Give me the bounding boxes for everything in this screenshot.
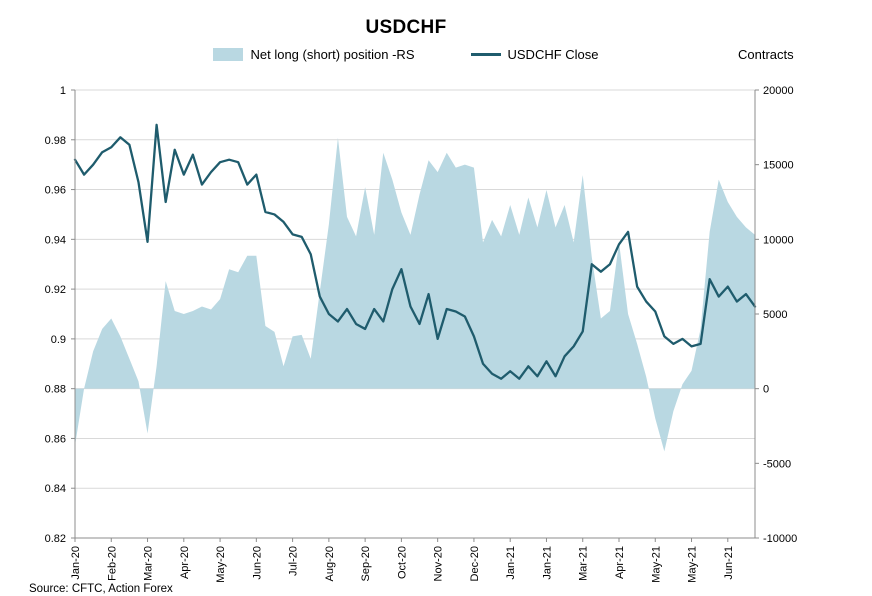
svg-text:Jan-21: Jan-21 [505, 546, 517, 580]
svg-text:Feb-20: Feb-20 [106, 546, 118, 581]
svg-text:0.98: 0.98 [45, 135, 66, 147]
svg-text:Jun-20: Jun-20 [251, 546, 263, 580]
svg-text:0.96: 0.96 [45, 185, 66, 197]
svg-text:0.86: 0.86 [45, 433, 66, 445]
line-swatch [470, 53, 501, 56]
legend-item-close: USDCHF Close [470, 47, 599, 62]
svg-text:0.9: 0.9 [51, 334, 66, 346]
svg-text:0.88: 0.88 [45, 384, 66, 396]
svg-text:Sep-20: Sep-20 [360, 546, 372, 581]
svg-text:0.92: 0.92 [45, 284, 66, 296]
svg-text:Aug-20: Aug-20 [324, 546, 336, 581]
svg-text:Mar-20: Mar-20 [143, 546, 155, 581]
svg-text:-5000: -5000 [763, 458, 791, 470]
svg-text:Apr-21: Apr-21 [614, 546, 626, 579]
legend-label-net-position: Net long (short) position -RS [250, 47, 415, 62]
legend-item-net-position: Net long (short) position -RS [213, 47, 415, 62]
svg-text:Mar-21: Mar-21 [578, 546, 590, 581]
legend-label-close: USDCHF Close [507, 47, 599, 62]
svg-text:0: 0 [763, 384, 769, 396]
svg-text:0.82: 0.82 [45, 533, 66, 545]
svg-text:0.94: 0.94 [45, 234, 66, 246]
chart-title: USDCHF [365, 17, 447, 38]
svg-text:Jan-21: Jan-21 [541, 546, 553, 580]
svg-text:Jun-21: Jun-21 [723, 546, 735, 580]
svg-text:May-21: May-21 [650, 546, 662, 583]
svg-text:5000: 5000 [763, 309, 787, 321]
svg-text:Nov-20: Nov-20 [433, 546, 445, 581]
svg-text:Oct-20: Oct-20 [396, 546, 408, 579]
area-swatch [213, 48, 244, 61]
right-axis-title: Contracts [738, 47, 794, 62]
svg-text:1: 1 [60, 85, 66, 97]
svg-text:Dec-20: Dec-20 [469, 546, 481, 581]
svg-text:Apr-20: Apr-20 [179, 546, 191, 579]
svg-text:Jan-20: Jan-20 [70, 546, 82, 580]
svg-text:15000: 15000 [763, 160, 794, 172]
svg-text:0.84: 0.84 [45, 483, 66, 495]
svg-text:May-20: May-20 [215, 546, 227, 583]
svg-text:20000: 20000 [763, 85, 794, 97]
source-note: Source: CFTC, Action Forex [29, 583, 173, 595]
legend: Net long (short) position -RS USDCHF Clo… [0, 47, 812, 62]
svg-text:-10000: -10000 [763, 533, 797, 545]
svg-text:Jul-20: Jul-20 [288, 546, 300, 576]
svg-text:May-21: May-21 [687, 546, 699, 583]
svg-text:10000: 10000 [763, 234, 794, 246]
